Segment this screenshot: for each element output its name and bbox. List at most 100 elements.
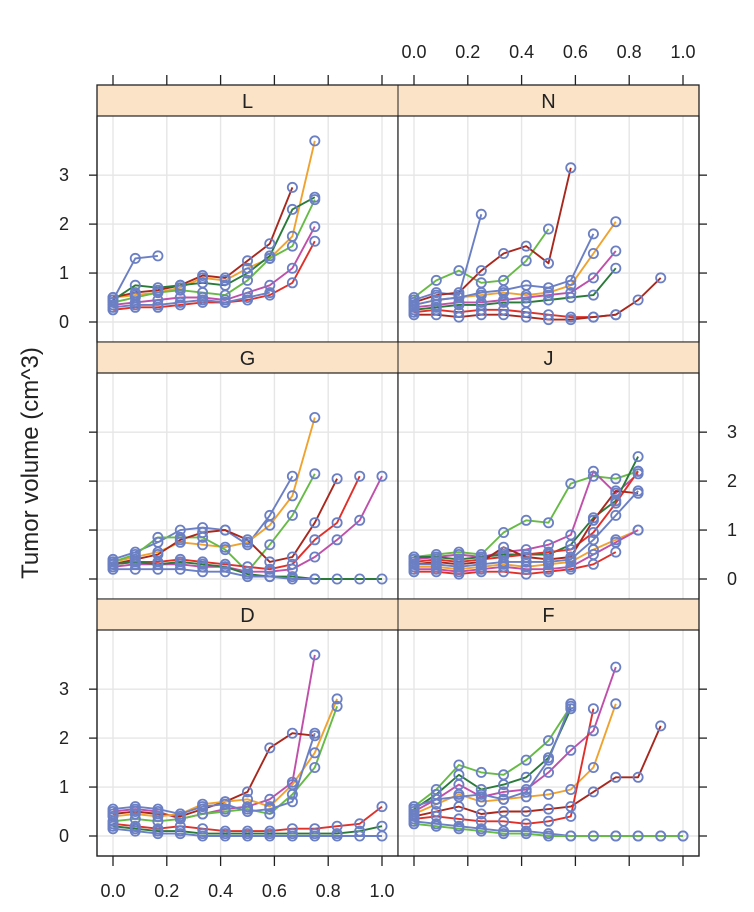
data-point xyxy=(430,820,442,832)
y-tick-label: 2 xyxy=(59,728,69,748)
data-point xyxy=(264,252,276,264)
panel-strip xyxy=(397,341,700,374)
data-point xyxy=(610,497,622,509)
data-point xyxy=(241,806,253,818)
x-tick-label: 0.8 xyxy=(617,42,642,62)
data-point xyxy=(286,470,298,482)
data-point xyxy=(565,287,577,299)
data-point xyxy=(520,306,532,318)
series-line xyxy=(113,568,315,580)
data-point xyxy=(219,544,231,556)
data-point xyxy=(309,468,321,480)
data-point xyxy=(565,279,577,291)
data-point xyxy=(197,531,209,543)
data-point xyxy=(286,788,298,800)
data-point xyxy=(453,311,465,323)
data-point xyxy=(587,228,599,240)
data-point xyxy=(152,558,164,570)
x-tick-label: 0.2 xyxy=(455,42,480,62)
data-point xyxy=(309,727,321,739)
data-point xyxy=(309,551,321,563)
data-point xyxy=(520,514,532,526)
data-point xyxy=(520,568,532,580)
data-point xyxy=(565,274,577,286)
data-point xyxy=(408,818,420,830)
panel-strip xyxy=(96,598,399,631)
data-point xyxy=(219,830,231,842)
data-point xyxy=(543,257,555,269)
series-line xyxy=(112,196,316,301)
data-point xyxy=(197,566,209,578)
data-point xyxy=(219,566,231,578)
data-point xyxy=(543,223,555,235)
data-point xyxy=(152,287,164,299)
data-point xyxy=(520,556,532,568)
data-point xyxy=(498,779,510,791)
data-point xyxy=(610,309,622,321)
data-point xyxy=(309,194,321,206)
data-point xyxy=(309,830,321,842)
data-point xyxy=(498,786,510,798)
data-point xyxy=(309,235,321,247)
x-tick-label: 0.0 xyxy=(401,42,426,62)
data-point xyxy=(286,240,298,252)
data-point xyxy=(286,727,298,739)
data-point xyxy=(632,524,644,536)
data-point xyxy=(264,803,276,815)
y-tick-label: 3 xyxy=(59,165,69,185)
data-point xyxy=(152,531,164,543)
data-point xyxy=(565,478,577,490)
data-point xyxy=(677,830,689,842)
data-point xyxy=(152,294,164,306)
x-tick-label: 0.0 xyxy=(100,881,125,901)
y-axis-label: Tumor volume (cm^3) xyxy=(17,347,44,579)
data-point xyxy=(520,291,532,303)
data-point xyxy=(520,563,532,575)
data-point xyxy=(219,561,231,573)
series-line xyxy=(112,705,338,823)
data-point xyxy=(587,558,599,570)
data-point xyxy=(565,784,577,796)
data-point xyxy=(241,830,253,842)
data-point xyxy=(152,810,164,822)
data-point xyxy=(565,830,577,842)
series-line xyxy=(413,308,616,319)
data-point xyxy=(309,517,321,529)
data-point xyxy=(543,766,555,778)
data-point xyxy=(587,725,599,737)
data-point xyxy=(543,309,555,321)
data-point xyxy=(610,262,622,274)
data-point xyxy=(498,296,510,308)
data-point xyxy=(286,551,298,563)
y-tick-label: 1 xyxy=(59,263,69,283)
data-point xyxy=(286,509,298,521)
data-point xyxy=(475,309,487,321)
data-point xyxy=(610,771,622,783)
data-point xyxy=(498,561,510,573)
data-point xyxy=(354,470,366,482)
data-point xyxy=(610,216,622,228)
panel-strip-label: G xyxy=(240,348,256,370)
series-line xyxy=(112,226,316,306)
data-point xyxy=(241,571,253,583)
data-point xyxy=(632,465,644,477)
series-line xyxy=(112,254,159,301)
data-point xyxy=(565,810,577,822)
data-point xyxy=(129,252,141,264)
data-point xyxy=(264,287,276,299)
data-point xyxy=(543,754,555,766)
panel-strip-label: F xyxy=(542,605,554,627)
x-tick-label: 1.0 xyxy=(670,42,695,62)
y-tick-label: 3 xyxy=(59,679,69,699)
data-point xyxy=(543,282,555,294)
data-point xyxy=(174,808,186,820)
data-point xyxy=(241,274,253,286)
series-line xyxy=(413,267,617,311)
data-point xyxy=(107,823,119,835)
panel-strip-label: L xyxy=(242,91,253,113)
data-point xyxy=(587,830,599,842)
data-point xyxy=(453,791,465,803)
data-point xyxy=(587,465,599,477)
panel-strip xyxy=(96,341,399,374)
